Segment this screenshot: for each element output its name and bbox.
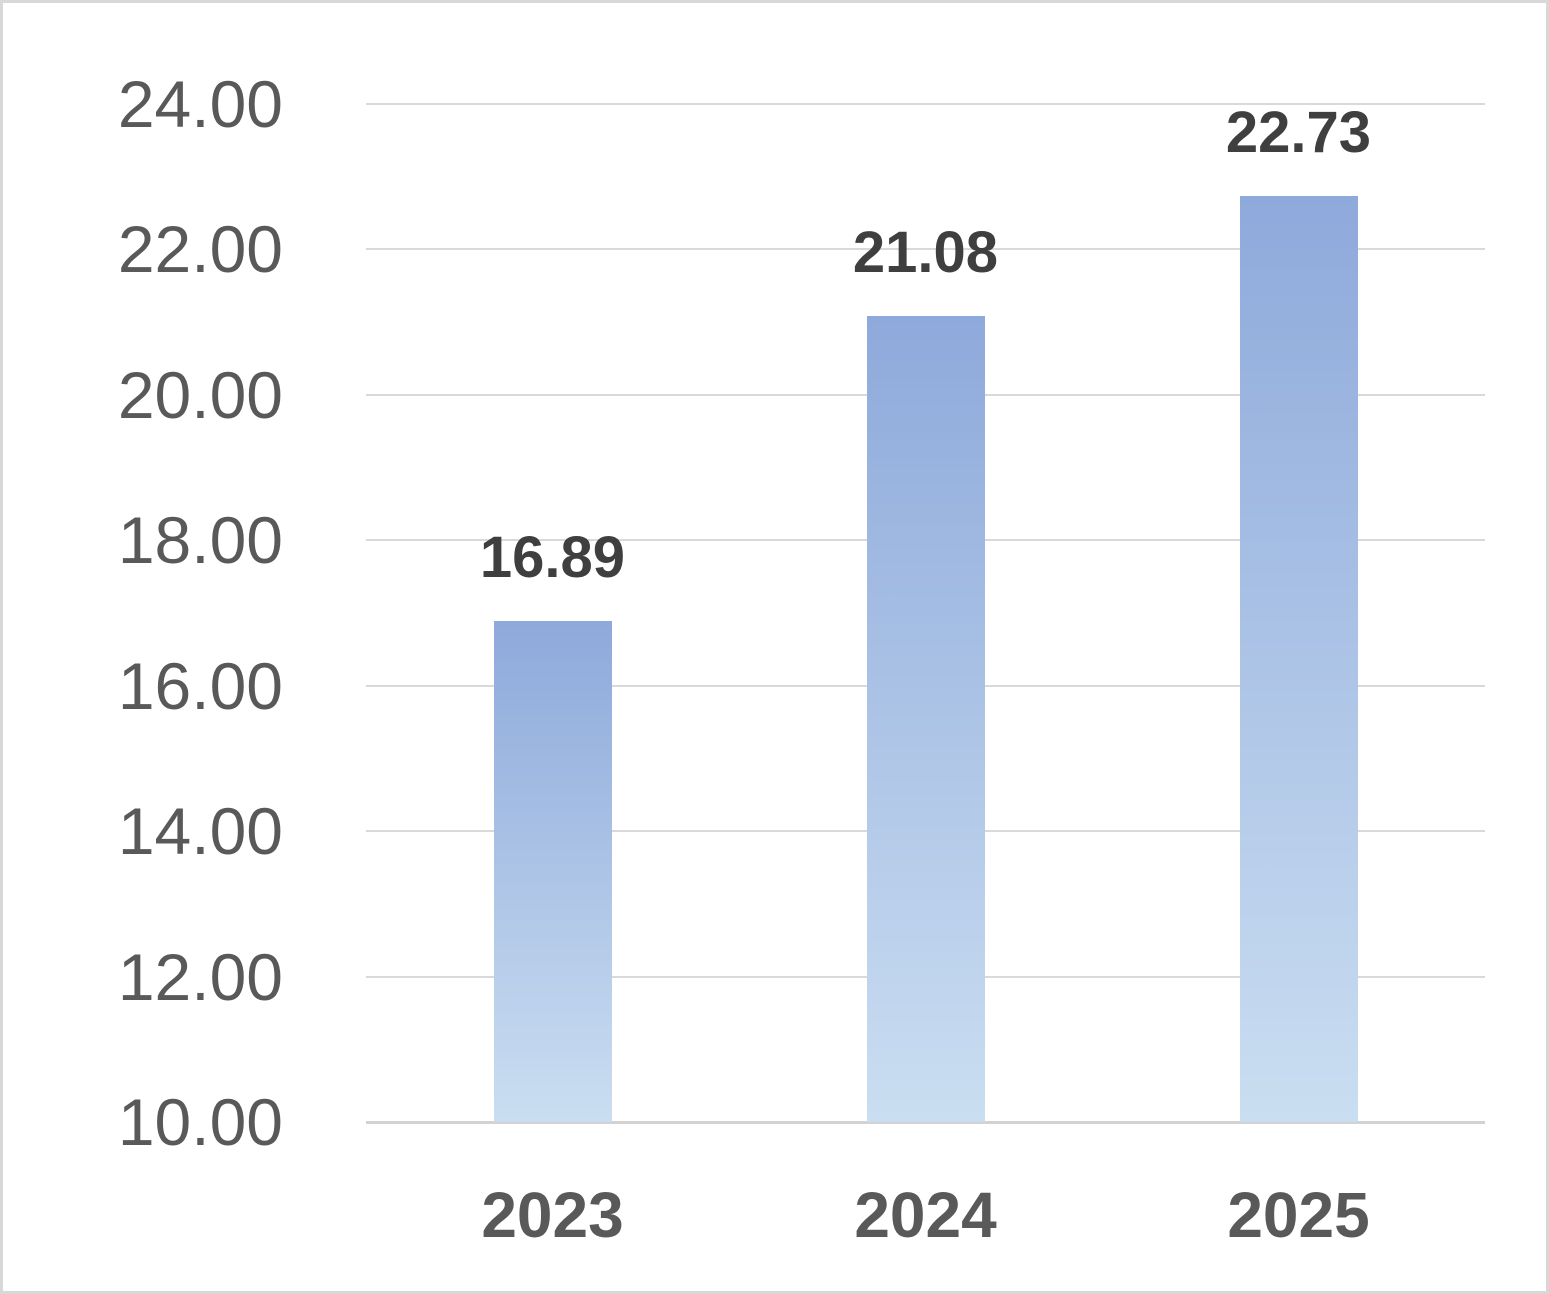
y-tick-label: 14.00 bbox=[117, 794, 283, 869]
gridline bbox=[366, 103, 1485, 105]
bar-2023 bbox=[493, 620, 612, 1122]
data-label: 16.89 bbox=[479, 524, 626, 590]
y-tick-label: 16.00 bbox=[117, 648, 283, 723]
x-tick-label: 2025 bbox=[1227, 1179, 1370, 1251]
bar-chart: 10.00 12.00 14.00 16.00 18.00 20.00 22.00 24.00… bbox=[3, 3, 1546, 1291]
y-tick-label: 22.00 bbox=[117, 212, 283, 287]
bar-2025 bbox=[1239, 196, 1358, 1122]
y-tick-label: 24.00 bbox=[117, 67, 283, 141]
bar-2024 bbox=[866, 316, 985, 1122]
data-label: 21.08 bbox=[852, 220, 999, 286]
y-tick-label: 12.00 bbox=[117, 939, 283, 1014]
y-tick-label: 10.00 bbox=[117, 1085, 283, 1159]
x-axis-line bbox=[366, 1121, 1485, 1124]
x-tick-label: 2023 bbox=[481, 1179, 624, 1251]
y-tick-label: 18.00 bbox=[117, 503, 283, 578]
y-tick-label: 20.00 bbox=[117, 357, 283, 432]
data-label: 22.73 bbox=[1225, 100, 1372, 166]
x-tick-label: 2024 bbox=[854, 1179, 997, 1251]
gridline bbox=[366, 248, 1485, 251]
